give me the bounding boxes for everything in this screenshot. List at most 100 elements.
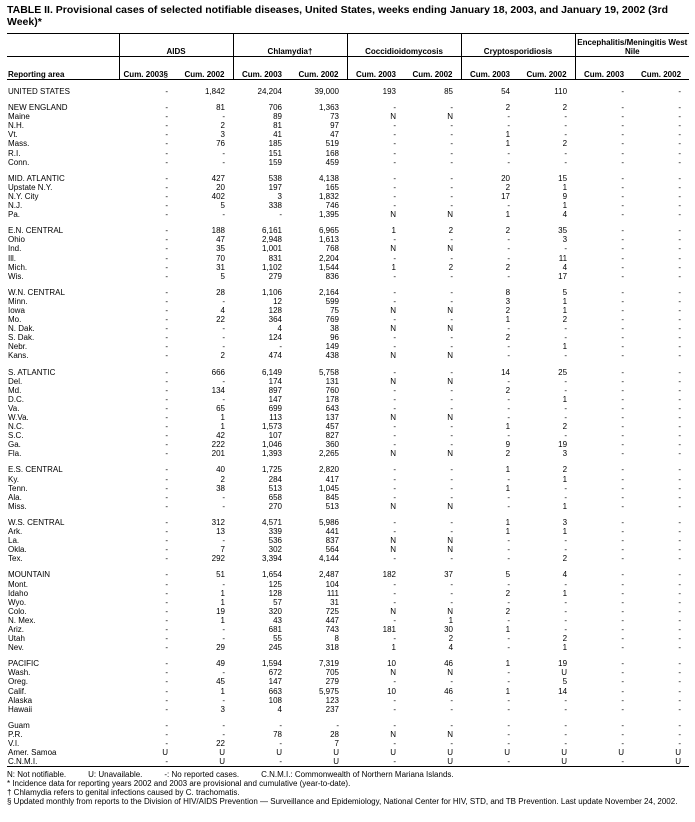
table-section: E.S. CENTRAL -40 1,725 2,820- -1 2- - Ky. -2 284 4… (7, 458, 689, 510)
cell-value: - (165, 554, 168, 564)
cell-value: - (450, 201, 454, 211)
area-name: Tex. (8, 554, 23, 564)
table-row: E.N. CENTRAL - 188 6,161 6,965 1 2 2 35 - - (7, 226, 689, 235)
cell-value: 201 (211, 449, 225, 459)
cell-value: - (393, 695, 396, 705)
sub-header-row: Reporting area Cum. 2003§ Cum. 2002 Cum. 20… (7, 56, 689, 80)
group-header: Chlamydia† (232, 33, 347, 57)
cell-value: 2 (220, 121, 225, 131)
cell-value: - (621, 139, 625, 149)
cell-value: - (165, 579, 168, 589)
area-name: UNITED STATES (8, 87, 70, 96)
cell-value: - (450, 440, 454, 450)
cell-value: - (678, 262, 682, 272)
area-name: N.Y. City (8, 191, 39, 201)
cell-value: - (507, 394, 511, 404)
cell-value: 897 (268, 385, 282, 395)
table-row: Nev. - 29 245 318 1 4 - 1 - - (7, 643, 689, 652)
legend-item: N: Not notifiable. (7, 770, 67, 780)
legend-line: N: Not notifiable. U: Unavailable. -: No r… (7, 770, 689, 779)
cell-value: - (621, 431, 625, 441)
cell-value: 2 (562, 315, 568, 325)
cell-value: - (222, 210, 225, 220)
table-section: W.S. CENTRAL -312 4,571 5,986- -1 3- - Ark. -13 3… (7, 511, 689, 563)
table-row: Del. - - 174 131 N N - - - - (7, 377, 689, 386)
cell-value: 2 (505, 588, 511, 598)
cell-value: 19 (216, 606, 225, 616)
cell-value: - (450, 157, 454, 167)
area-name: Pa. (8, 210, 21, 220)
cell-value: - (564, 704, 568, 714)
cell-value: - (507, 121, 511, 131)
table-section: S. ATLANTIC -666 6,149 5,758- -14 25- - Del. - -1… (7, 361, 689, 459)
cell-value: 151 (268, 148, 282, 158)
cell-value: - (165, 296, 168, 306)
cell-value: 338 (268, 201, 282, 211)
area-name: P.R. (8, 729, 23, 739)
spacer-cell (7, 80, 689, 88)
spacer-cell (7, 219, 689, 226)
cell-value: N (390, 351, 396, 361)
cell-value: - (222, 112, 225, 122)
sub-header: Cum. 2003 (232, 56, 290, 80)
cell-value: - (393, 677, 396, 687)
cell-value: - (393, 483, 396, 493)
cell-value: - (393, 130, 396, 140)
cell-value: - (621, 262, 625, 272)
cell-value: N (390, 501, 396, 511)
cell-value: - (165, 315, 168, 325)
spacer (7, 96, 689, 103)
cell-value: - (393, 139, 396, 149)
cell-value: - (678, 130, 682, 140)
cell-value: - (165, 394, 168, 404)
cell-value: - (678, 121, 682, 131)
cell-value: 41 (273, 130, 282, 140)
cell-value: 85 (444, 87, 454, 96)
spacer (7, 458, 689, 465)
cell-value: 97 (330, 121, 339, 131)
cell-value: 5,758 (318, 367, 339, 377)
cell-value: 188 (211, 226, 225, 236)
area-name: Ga. (8, 440, 21, 450)
table-section: E.N. CENTRAL -188 6,161 6,965 1 2 2 35- - Ohio -47… (7, 219, 689, 281)
cell-value: - (222, 376, 225, 386)
cell-value: N (447, 376, 454, 386)
spacer-cell (7, 714, 689, 721)
cell-value: - (678, 157, 682, 167)
cell-value: - (165, 729, 168, 739)
cell-value: - (621, 527, 625, 537)
cell-value: - (393, 757, 396, 767)
table-row: Va. - 65 699 643 - - - - - - (7, 404, 689, 413)
cell-value: 457 (325, 422, 339, 432)
table-row: Pa. - - - 1,395 N N 1 4 - - (7, 210, 689, 219)
cell-value: 5 (562, 677, 568, 687)
cell-value: - (678, 449, 682, 459)
footnote: § Updated monthly from reports to the Di… (7, 797, 678, 807)
cell-value: - (678, 588, 682, 598)
cell-value: 1,395 (318, 210, 339, 220)
cell-value: - (165, 659, 168, 669)
cell-value: - (564, 624, 568, 634)
cell-value: - (165, 287, 168, 297)
cell-value: 1 (562, 643, 568, 653)
cell-value: - (165, 262, 168, 272)
cell-value: - (678, 729, 682, 739)
table-section: W.N. CENTRAL -28 1,106 2,164- -8 5- - Minn. - -12… (7, 281, 689, 361)
cell-value: U (561, 748, 568, 758)
table-title: TABLE II. Provisional cases of selected … (7, 4, 668, 28)
cell-value: 2,204 (318, 253, 339, 263)
cell-value: - (507, 112, 511, 122)
table-row: D.C. - - 147 178 - - - 1 - - (7, 395, 689, 404)
table-row: Guam - - - - - - - - - - (7, 721, 689, 730)
cell-value: 147 (268, 394, 282, 404)
cell-value: 104 (325, 579, 339, 589)
cell-value: 5,986 (318, 517, 339, 527)
cell-value: 4,571 (261, 517, 282, 527)
area-name: E.N. CENTRAL (8, 226, 64, 236)
area-name: Mo. (8, 315, 22, 325)
cell-value: 65 (216, 403, 225, 413)
cell-value: N (390, 545, 396, 555)
cell-value: 1 (505, 659, 511, 669)
cell-value: - (393, 588, 396, 598)
cell-value: 131 (325, 376, 339, 386)
